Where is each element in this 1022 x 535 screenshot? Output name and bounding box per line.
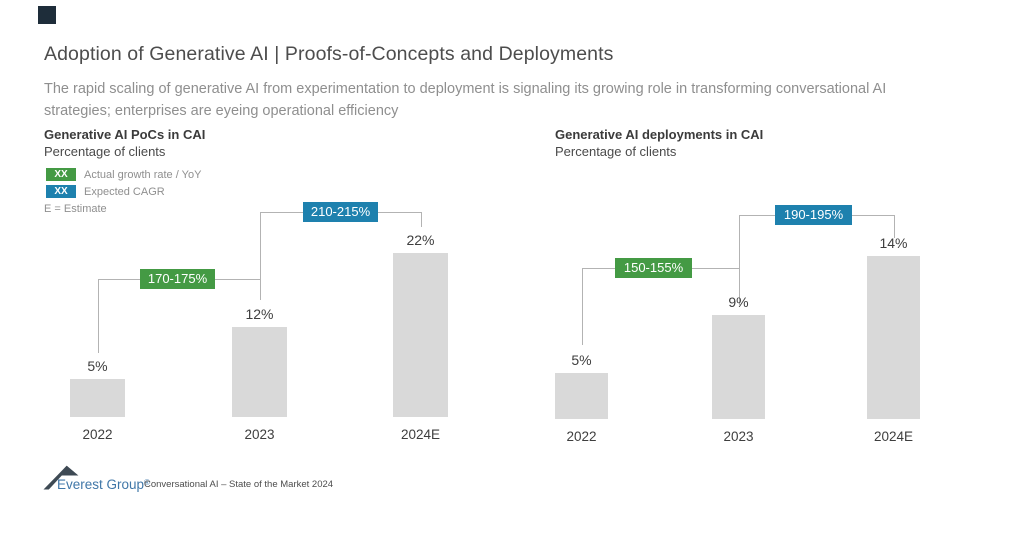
- value-label-pocs-2024E: 22%: [406, 232, 435, 248]
- bracket-line-pocs-v-mid: [259, 212, 261, 300]
- value-label-deployments-2022: 5%: [571, 352, 592, 368]
- value-label-deployments-2024E: 14%: [879, 235, 908, 251]
- value-label-pocs-2023: 12%: [245, 306, 274, 322]
- right-chart-title: Generative AI deployments in CAI: [555, 127, 764, 142]
- slide-subtitle-line-2: strategies; enterprises are eyeing opera…: [44, 103, 399, 119]
- axis-label-pocs-2022: 2022: [82, 427, 113, 442]
- legend-swatch-actual-growth: XX: [46, 168, 76, 181]
- footer-source-note: Conversational AI – State of the Market …: [144, 479, 334, 490]
- registered-mark: ®: [144, 478, 150, 487]
- slide-subtitle-line-1: The rapid scaling of generative AI from …: [44, 81, 887, 97]
- axis-label-deployments-2023: 2023: [723, 429, 754, 444]
- logo-wordmark: Everest Group: [57, 477, 145, 492]
- everest-group-mountain-icon: [43, 465, 79, 490]
- growth-box-expected-deployments: 190-195%: [775, 205, 852, 225]
- everest-group-logo-text: Everest Group®: [57, 477, 150, 492]
- legend-swatch-expected-cagr: XX: [46, 185, 76, 198]
- legend-row-expected: XX Expected CAGR: [46, 185, 201, 198]
- right-chart-subtitle: Percentage of clients: [555, 144, 677, 159]
- legend-label-actual-growth: Actual growth rate / YoY: [84, 168, 202, 181]
- bar-deployments-2023: [712, 315, 765, 419]
- legend-label-expected-cagr: Expected CAGR: [84, 185, 165, 198]
- bar-pocs-2023: [232, 327, 287, 417]
- bracket-line-pocs-v-right: [420, 212, 422, 227]
- slide-title: Adoption of Generative AI | Proofs-of-Co…: [44, 43, 614, 65]
- bracket-line-pocs-v-left: [97, 279, 99, 353]
- axis-label-deployments-2022: 2022: [566, 429, 597, 444]
- estimate-note: E = Estimate: [44, 203, 107, 215]
- legend-row-actual: XX Actual growth rate / YoY: [46, 168, 201, 181]
- axis-label-pocs-2024E: 2024E: [400, 427, 441, 442]
- axis-label-pocs-2023: 2023: [244, 427, 275, 442]
- bar-deployments-2024E: [867, 256, 920, 419]
- growth-box-expected-pocs: 210-215%: [303, 202, 378, 222]
- bar-pocs-2022: [70, 379, 125, 417]
- legend: XX Actual growth rate / YoY XX Expected …: [46, 168, 201, 198]
- bar-deployments-2022: [555, 373, 608, 419]
- bracket-line-deployments-v-right: [893, 215, 895, 238]
- left-chart-title: Generative AI PoCs in CAI: [44, 127, 206, 142]
- growth-box-actual-pocs: 170-175%: [140, 269, 215, 289]
- axis-label-deployments-2024E: 2024E: [873, 429, 914, 444]
- bracket-line-deployments-v-mid: [738, 215, 740, 305]
- bar-pocs-2024E: [393, 253, 448, 417]
- bracket-line-deployments-v-left: [581, 268, 583, 345]
- left-chart-subtitle: Percentage of clients: [44, 144, 166, 159]
- value-label-deployments-2023: 9%: [728, 294, 749, 310]
- growth-box-actual-deployments: 150-155%: [615, 258, 692, 278]
- value-label-pocs-2022: 5%: [87, 358, 108, 374]
- corner-accent-square: [38, 6, 56, 24]
